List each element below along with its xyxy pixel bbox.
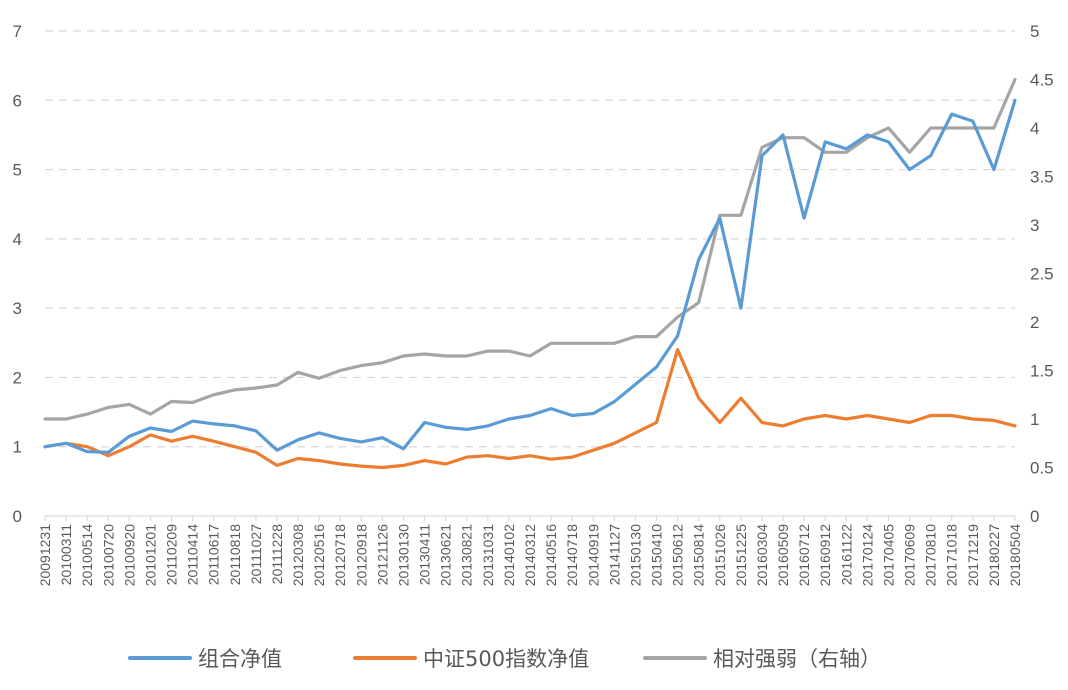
x-tick-label: 20100720: [100, 524, 116, 587]
x-tick-label: 20170124: [859, 524, 875, 587]
x-tick-label: 20100920: [121, 524, 137, 587]
x-tick-label: 20120516: [311, 524, 327, 587]
x-tick-label: 20130130: [395, 524, 411, 587]
x-tick-label: 20130411: [417, 524, 433, 585]
x-tick-label: 20150814: [691, 524, 707, 587]
right-tick-label: 5: [1030, 22, 1039, 41]
x-tick-label: 20110209: [164, 524, 180, 585]
x-tick-label: 20130821: [459, 524, 475, 587]
legend-label-1: 中证500指数净值: [423, 647, 589, 671]
right-tick-label: 0: [1030, 507, 1039, 526]
x-tick-label: 20170405: [880, 524, 896, 587]
x-tick-label: 20091231: [37, 524, 53, 587]
x-tick-label: 20171018: [944, 524, 960, 587]
left-tick-label: 3: [13, 299, 22, 318]
x-tick-label: 20151225: [733, 524, 749, 587]
right-tick-label: 3: [1030, 216, 1039, 235]
x-tick-label: 20170810: [923, 524, 939, 587]
x-tick-label: 20140718: [564, 524, 580, 587]
series-line-1: [43, 348, 1017, 470]
x-tick-label: 20160712: [796, 524, 812, 587]
left-tick-label: 4: [13, 230, 22, 249]
series-line-2: [43, 77, 1017, 421]
left-tick-label: 6: [13, 91, 22, 110]
legend-label-2: 相对强弱（右轴）: [713, 647, 881, 671]
x-tick-label: 20180227: [986, 524, 1002, 587]
x-tick-label: 20120308: [290, 524, 306, 587]
x-tick-label: 20170609: [902, 524, 918, 587]
right-y-axis: 0 0.5 1 1.5 2 2.5 3 3.5 4 4.5 5: [1030, 22, 1054, 526]
x-axis: 20091231 20100311 20100514 20100720 20100920…: [37, 516, 1023, 586]
x-tick-label: 20141127: [606, 524, 622, 585]
right-tick-label: 4.5: [1030, 71, 1054, 90]
x-tick-label: 20100311: [58, 524, 74, 585]
x-tick-label: 20121126: [374, 524, 390, 585]
left-tick-label: 5: [13, 161, 22, 180]
series-lines: [43, 77, 1017, 470]
x-tick-label: 20161122: [838, 524, 854, 585]
x-tick-label: 20180504: [1007, 524, 1023, 587]
x-tick-label: 20111027: [248, 524, 264, 584]
gridlines: [45, 30, 1015, 517]
x-tick-label: 20160304: [754, 524, 770, 587]
x-tick-label: 20160912: [817, 524, 833, 587]
x-tick-label: 20110818: [227, 524, 243, 585]
x-tick-label: 20151026: [712, 524, 728, 587]
x-tick-label: 20131031: [480, 524, 496, 587]
x-tick-label: 20120718: [332, 524, 348, 587]
right-tick-label: 2: [1030, 313, 1039, 332]
x-tick-label: 20111228: [269, 524, 285, 584]
x-tick-label: 20140516: [543, 524, 559, 587]
x-tick-label: 20101201: [142, 524, 158, 587]
x-tick-label: 20150410: [649, 524, 665, 587]
x-tick-label: 20140919: [585, 524, 601, 587]
x-tick-label: 20110414: [185, 524, 201, 585]
series-line-0: [43, 98, 1017, 454]
right-tick-label: 2.5: [1030, 265, 1054, 284]
right-tick-label: 1.5: [1030, 362, 1054, 381]
x-tick-label: 20160509: [775, 524, 791, 587]
left-tick-label: 1: [13, 438, 22, 457]
right-tick-label: 3.5: [1030, 168, 1054, 187]
right-tick-label: 4: [1030, 119, 1039, 138]
left-y-axis: 0 1 2 3 4 5 6 7: [13, 22, 22, 526]
x-tick-label: 20100514: [79, 524, 95, 587]
left-tick-label: 2: [13, 368, 22, 387]
legend: 组合净值 中证500指数净值 相对强弱（右轴）: [128, 647, 881, 671]
right-tick-label: 0.5: [1030, 459, 1054, 478]
x-tick-label: 20110617: [206, 524, 222, 585]
x-tick-label: 20150612: [670, 524, 686, 587]
right-tick-label: 1: [1030, 410, 1039, 429]
legend-label-0: 组合净值: [198, 647, 282, 671]
x-tick-label: 20120918: [353, 524, 369, 587]
left-tick-label: 0: [13, 507, 22, 526]
left-tick-label: 7: [13, 22, 22, 41]
x-tick-label: 20130621: [438, 524, 454, 587]
x-tick-label: 20140102: [501, 524, 517, 587]
x-tick-label: 20171219: [965, 524, 981, 587]
x-tick-label: 20140312: [522, 524, 538, 587]
x-tick-label: 20150130: [627, 524, 643, 587]
